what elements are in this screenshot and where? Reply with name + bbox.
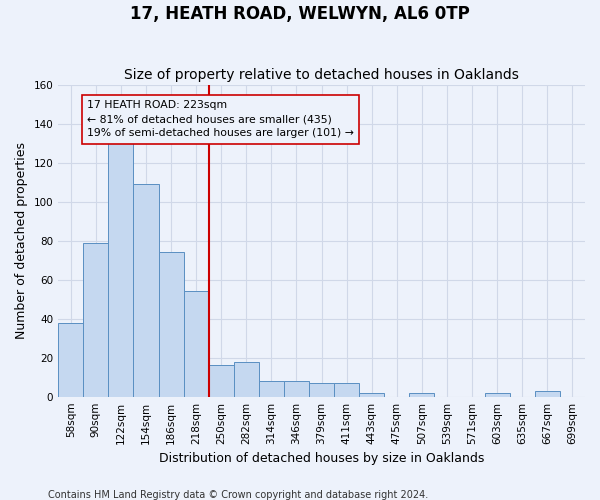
X-axis label: Distribution of detached houses by size in Oaklands: Distribution of detached houses by size … xyxy=(159,452,484,465)
Bar xyxy=(359,393,385,396)
Bar xyxy=(133,184,158,396)
Text: 17, HEATH ROAD, WELWYN, AL6 0TP: 17, HEATH ROAD, WELWYN, AL6 0TP xyxy=(130,5,470,23)
Bar xyxy=(83,242,109,396)
Text: Contains HM Land Registry data © Crown copyright and database right 2024.: Contains HM Land Registry data © Crown c… xyxy=(48,490,428,500)
Text: 17 HEATH ROAD: 223sqm
← 81% of detached houses are smaller (435)
19% of semi-det: 17 HEATH ROAD: 223sqm ← 81% of detached … xyxy=(87,100,354,138)
Title: Size of property relative to detached houses in Oaklands: Size of property relative to detached ho… xyxy=(124,68,519,82)
Bar xyxy=(184,292,209,397)
Bar xyxy=(259,381,284,396)
Bar xyxy=(158,252,184,396)
Bar xyxy=(109,137,133,396)
Bar xyxy=(284,381,309,396)
Bar xyxy=(209,366,234,396)
Bar xyxy=(485,393,510,396)
Bar xyxy=(234,362,259,396)
Y-axis label: Number of detached properties: Number of detached properties xyxy=(15,142,28,339)
Bar xyxy=(58,322,83,396)
Bar xyxy=(535,391,560,396)
Bar xyxy=(309,383,334,396)
Bar xyxy=(334,383,359,396)
Bar xyxy=(409,393,434,396)
